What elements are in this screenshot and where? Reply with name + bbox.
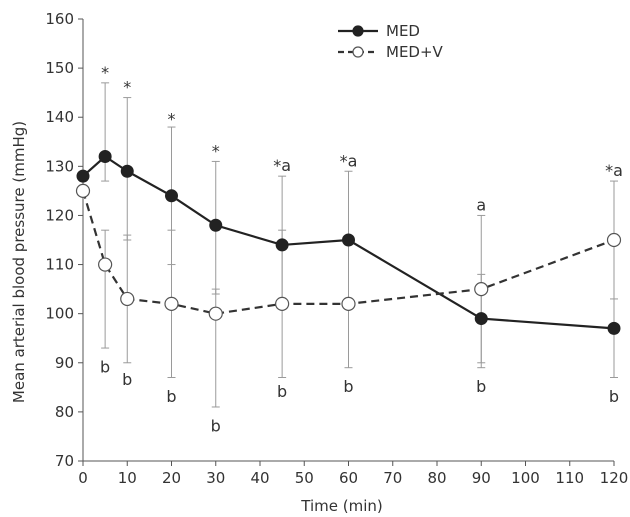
x-tick-label: 120 (600, 469, 629, 487)
med-point (98, 150, 112, 164)
annotation-label: *a (273, 156, 291, 175)
x-tick-label: 80 (427, 469, 446, 487)
y-tick-label: 130 (45, 157, 74, 175)
y-tick-label: 160 (45, 10, 74, 28)
annotation-label: b (122, 370, 132, 389)
annotation-label: * (101, 63, 109, 82)
med-point (474, 312, 488, 326)
med-v-point (164, 296, 179, 311)
x-tick-label: 30 (206, 469, 225, 487)
annotation-label: * (123, 78, 131, 97)
annotation-label: b (476, 377, 486, 396)
x-tick-label: 70 (383, 469, 402, 487)
y-tick-label: 80 (55, 403, 74, 421)
med-point (209, 218, 223, 232)
x-tick-label: 110 (555, 469, 584, 487)
med-v-point (120, 291, 135, 307)
annotation-label: b (211, 417, 221, 436)
annotation-label: *a (605, 161, 623, 180)
y-tick-label: 90 (55, 354, 74, 372)
x-tick-label: 10 (118, 469, 137, 487)
med-v-point (474, 282, 489, 297)
med-point (165, 189, 178, 203)
med-point (275, 238, 289, 252)
legend-med-v-label: MED+V (386, 43, 444, 61)
x-tick-label: 60 (339, 469, 358, 487)
med-v-point (606, 232, 622, 248)
error-bars (101, 82, 618, 408)
x-axis-label: Time (min) (300, 497, 382, 515)
legend-med-label: MED (386, 22, 420, 40)
med-v-point (75, 183, 91, 198)
legend-med-marker (352, 25, 364, 37)
annotation-label: b (609, 387, 619, 406)
med-point (120, 164, 134, 178)
x-tick-label: 90 (472, 469, 491, 487)
annotation-label: a (476, 196, 486, 215)
y-tick-label: 100 (45, 305, 74, 323)
x-tick-label: 20 (162, 469, 181, 487)
y-tick-label: 150 (45, 59, 74, 77)
med-v-point (275, 296, 290, 311)
series-markers (75, 150, 622, 335)
y-tick-label: 140 (45, 108, 74, 126)
x-tick-label: 50 (295, 469, 314, 487)
axes: 70 80 90 100 110 120 130 140 150 160 0 10 20 30 40 50 60… (45, 10, 628, 487)
y-axis-label: Mean arterial blood pressure (mmHg) (10, 121, 28, 403)
y-tick-label: 120 (45, 206, 74, 224)
annotation-label: b (166, 387, 176, 406)
med-point (342, 233, 355, 247)
annotation-label: b (343, 377, 353, 396)
annotation-label: * (168, 110, 176, 129)
x-tick-label: 100 (511, 469, 540, 487)
med-v-point (98, 257, 113, 272)
x-tick-label: 40 (250, 469, 269, 487)
med-point (607, 321, 621, 335)
annotation-label: *a (340, 151, 358, 170)
annotation-label: b (100, 358, 110, 377)
x-tick-label: 0 (78, 469, 88, 487)
y-tick-label: 110 (45, 256, 74, 274)
y-tick-label: 70 (55, 452, 74, 470)
med-v-point (208, 306, 223, 321)
legend-med-v-marker (352, 46, 364, 58)
med-point (76, 169, 90, 183)
med-v-point (341, 296, 356, 311)
legend: MED MED+V (338, 22, 444, 61)
annotation-label: * (212, 142, 220, 161)
med-v-series-line (81, 190, 615, 315)
annotation-label: b (277, 382, 287, 401)
